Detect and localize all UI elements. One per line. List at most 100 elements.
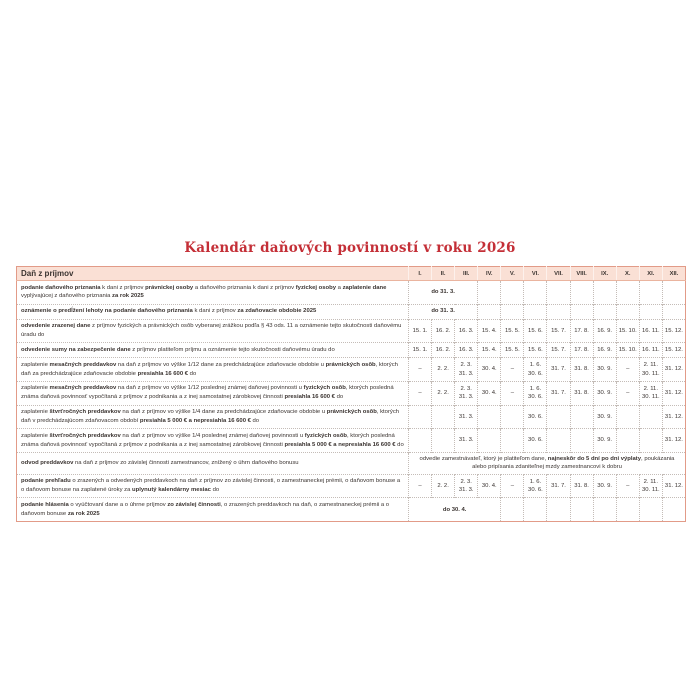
deadline-cell: – [500,380,524,406]
deadline-cell: 16. 3. [454,342,478,358]
deadline-cell: 15. 10. [615,342,640,358]
deadline-cell-empty [569,404,594,429]
deadline-cell: 31. 7. [546,380,571,406]
tax-calendar-table: Daň z príjmov I. II. III. IV. V. VI. VII. VIII.… [16,266,686,523]
deadline-cell-empty [638,497,663,522]
obligation-description: zaplatenie mesačných preddavkov na daň z… [16,380,409,406]
deadline-cell: 30. 4. [477,380,501,406]
deadline-cell: 30. 9. [592,404,617,429]
obligation-description: podanie prehľadu o zrazených a odvedenýc… [16,473,409,498]
deadline-cell: 16. 9. [592,342,617,358]
deadline-cell-empty [661,280,686,305]
deadline-cell: 31. 12. [661,404,686,429]
month-header: IV. [477,266,501,281]
deadline-cell: 31. 12. [661,357,686,382]
deadline-cell-empty [523,280,547,305]
deadline-cell-empty [546,497,571,522]
table-row: odvedenie zrazenej dane z príjmov fyzick… [16,318,686,343]
deadline-cell: 31. 12. [661,380,686,406]
deadline-cell-empty [500,280,524,305]
deadline-cell: 31. 3. [454,404,478,429]
table-row: odvod preddavkov na daň z príjmov zo záv… [16,452,686,475]
deadline-cell: 15. 5. [500,318,524,343]
deadline-cell: 15. 5. [500,342,524,358]
deadline-cell: 30. 6. [523,428,547,453]
deadline-cell-empty [523,303,547,320]
deadline-cell: 1. 6. 30. 6. [523,357,547,382]
deadline-cell: do 31. 3. [407,280,478,305]
deadline-cell-empty [500,404,524,429]
deadline-cell: do 31. 3. [407,303,478,320]
deadline-cell: 17. 8. [569,318,594,343]
deadline-cell-empty [546,303,571,320]
table-body: podanie daňového priznania k dani z príj… [16,280,686,522]
deadline-cell-empty [615,280,640,305]
deadline-cell-empty [546,280,571,305]
deadline-cell: do 30. 4. [407,497,501,522]
table-row: zaplatenie mesačných preddavkov na daň z… [16,380,686,406]
deadline-cell: 16. 9. [592,318,617,343]
deadline-cell-empty [569,428,594,453]
deadline-cell-empty [407,404,432,429]
deadline-cell: 2. 2. [431,357,455,382]
deadline-cell: 15. 12. [661,342,686,358]
deadline-cell-empty [431,428,455,453]
table-row: podanie hlásenia o vyúčtovaní dane a o ú… [16,497,686,522]
header-row: Daň z príjmov I. II. III. IV. V. VI. VII. VIII.… [16,266,686,281]
deadline-cell: 2. 11. 30. 11. [638,380,663,406]
deadline-cell-empty [638,428,663,453]
deadline-cell-empty [569,280,594,305]
month-header: VI. [523,266,547,281]
month-header: XII. [661,266,686,281]
deadline-cell: 30. 9. [592,473,617,498]
month-header: II. [431,266,455,281]
deadline-cell-empty [661,303,686,320]
deadline-cell: 15. 1. [407,318,432,343]
deadline-cell: 15. 6. [523,342,547,358]
deadline-cell-empty [477,280,501,305]
deadline-cell-empty [638,404,663,429]
deadline-cell: 15. 7. [546,342,571,358]
deadline-cell-empty [407,428,432,453]
obligation-description: zaplatenie štvrťročných preddavkov na da… [16,428,409,453]
deadline-cell-empty [500,303,524,320]
deadline-cell-empty [592,280,617,305]
deadline-cell: 15. 12. [661,318,686,343]
deadline-cell-empty [661,497,686,522]
deadline-cell: – [407,380,432,406]
deadline-cell: – [615,357,640,382]
deadline-cell: 30. 9. [592,428,617,453]
deadline-cell: 16. 3. [454,318,478,343]
table-header: Daň z príjmov I. II. III. IV. V. VI. VII. VIII.… [16,266,686,281]
obligation-description: odvedenie zrazenej dane z príjmov fyzick… [16,318,409,343]
month-header: XI. [638,266,663,281]
deadline-cell: 31. 7. [546,473,571,498]
deadline-cell-empty [638,280,663,305]
obligation-description: odvod preddavkov na daň z príjmov zo záv… [16,452,409,475]
deadline-cell: 2. 3. 31. 3. [454,357,478,382]
deadline-cell-empty [477,428,501,453]
obligation-description: podanie hlásenia o vyúčtovaní dane a o ú… [16,497,409,522]
deadline-cell: – [615,380,640,406]
deadline-cell: 2. 2. [431,380,455,406]
deadline-cell-empty [615,404,640,429]
table-row: odvedenie sumy na zabezpečenie dane z pr… [16,342,686,358]
month-header: I. [407,266,432,281]
deadline-cell: 16. 2. [431,342,455,358]
deadline-cell: – [407,357,432,382]
deadline-cell: 31. 8. [569,380,594,406]
deadline-cell: 1. 6. 30. 6. [523,473,547,498]
deadline-cell-empty [477,404,501,429]
deadline-cell: 15. 1. [407,342,432,358]
deadline-cell-empty [569,303,594,320]
deadline-cell: 15. 4. [477,342,501,358]
page-title: Kalendár daňových povinností v roku 2026 [184,240,516,256]
deadline-cell: 15. 7. [546,318,571,343]
deadline-cell: 15. 10. [615,318,640,343]
month-header: VII. [546,266,571,281]
deadline-cell: – [407,473,432,498]
deadline-cell-empty [477,303,501,320]
deadline-cell: 15. 6. [523,318,547,343]
deadline-cell: – [500,473,524,498]
table-row: podanie daňového priznania k dani z príj… [16,280,686,305]
